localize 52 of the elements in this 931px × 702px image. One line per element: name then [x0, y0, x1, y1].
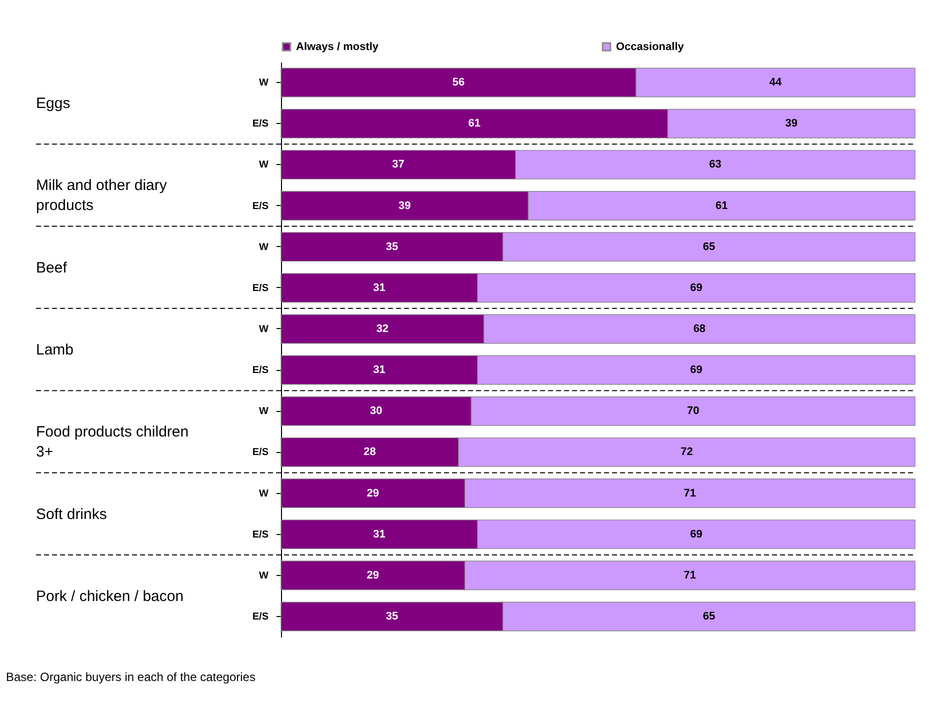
data-label: 32: [376, 322, 389, 335]
data-label: 65: [702, 610, 716, 622]
y-tick-label: W: [259, 78, 270, 89]
text: Base: Organic buyers in each of the categories: [6, 670, 256, 684]
y-tick-label: E/S: [252, 282, 269, 294]
data-label: 35: [386, 610, 398, 622]
data-label: 71: [684, 487, 696, 500]
data-label: 39: [398, 200, 411, 212]
y-tick-label: W: [259, 324, 270, 335]
text: Pork / chicken / bacon: [36, 588, 184, 605]
text: Eggs: [36, 95, 70, 112]
data-label: 30: [370, 405, 382, 418]
data-label: 61: [716, 200, 728, 212]
data-label: 56: [452, 76, 465, 89]
legend-label: Always / mostly: [296, 40, 380, 53]
y-tick-label: W: [259, 242, 270, 253]
data-label: 35: [386, 240, 398, 253]
data-label: 69: [690, 364, 702, 376]
data-label: 39: [785, 118, 798, 130]
data-label: 72: [680, 446, 693, 458]
data-label: 29: [366, 487, 380, 500]
y-tick-label: W: [259, 570, 270, 582]
text: Soft drinks: [36, 506, 107, 523]
text: Milk and other diary products: [36, 177, 168, 214]
y-tick-label: E/S: [252, 611, 269, 622]
data-label: 61: [468, 118, 480, 130]
data-label: 71: [684, 569, 696, 582]
data-label: 28: [364, 446, 376, 458]
data-label: 31: [373, 364, 386, 376]
data-label: 70: [686, 405, 700, 418]
data-label: 37: [392, 158, 404, 171]
text: Lamb: [36, 342, 74, 358]
data-label: 31: [373, 528, 386, 540]
data-label: 69: [690, 528, 702, 540]
y-tick-label: W: [259, 406, 270, 418]
y-tick-label: E/S: [252, 529, 269, 540]
y-tick-label: E/S: [252, 200, 269, 212]
y-tick-label: W: [259, 488, 270, 500]
text: Beef: [36, 259, 68, 276]
data-label: 63: [709, 158, 722, 171]
y-tick-label: E/S: [252, 447, 269, 458]
y-tick-label: E/S: [252, 365, 269, 376]
data-label: 29: [366, 569, 380, 582]
data-label: 69: [690, 282, 702, 294]
legend-label: Occasionally: [616, 40, 685, 53]
data-label: 44: [769, 76, 783, 89]
y-tick-label: W: [259, 160, 270, 171]
y-tick-label: E/S: [252, 118, 269, 130]
text: Food products children 3+: [36, 424, 189, 461]
data-label: 68: [693, 322, 706, 335]
data-label: 65: [702, 240, 716, 253]
data-label: 31: [373, 282, 386, 294]
